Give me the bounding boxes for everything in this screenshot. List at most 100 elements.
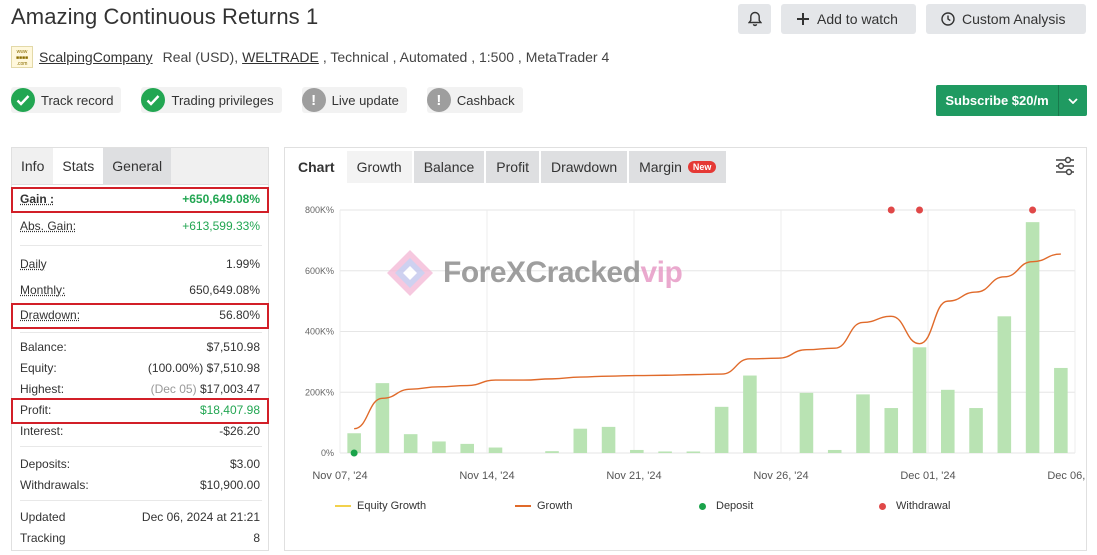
badge-label: Trading privileges bbox=[171, 92, 274, 108]
author-logo: www ■■■■ .com bbox=[11, 46, 33, 68]
stat-label: Balance: bbox=[20, 340, 67, 354]
watermark-logo-icon bbox=[387, 250, 433, 296]
tab-info[interactable]: Info bbox=[21, 158, 45, 174]
badge-live-update[interactable]: ! Live update bbox=[301, 87, 407, 113]
stat-label[interactable]: Gain : bbox=[20, 192, 55, 206]
stat-value: 56.80% bbox=[219, 308, 260, 322]
author-link[interactable]: ScalpingCompany bbox=[39, 49, 153, 65]
bar bbox=[969, 408, 983, 453]
info-panel: Info Stats General Gain : +650,649.08% A… bbox=[11, 147, 269, 551]
legend-equity-growth[interactable]: Equity Growth bbox=[335, 500, 426, 512]
system-details: , Technical , Automated , 1:500 , MetaTr… bbox=[322, 49, 610, 65]
stat-label[interactable]: Drawdown: bbox=[20, 308, 81, 322]
badge-trading-privileges[interactable]: Trading privileges bbox=[141, 87, 282, 113]
bar bbox=[630, 449, 644, 453]
stat-value: Dec 06, 2024 at 21:21 bbox=[141, 510, 260, 524]
chart-tabs: Chart Growth Balance Profit Drawdown Mar… bbox=[285, 148, 728, 184]
check-icon bbox=[141, 88, 166, 112]
tab-profit[interactable]: Profit bbox=[486, 151, 539, 183]
highlight-gain bbox=[11, 187, 269, 213]
chart-panel: Chart Growth Balance Profit Drawdown Mar… bbox=[284, 147, 1087, 551]
bar bbox=[658, 451, 672, 453]
stat-label: Tracking bbox=[20, 531, 66, 545]
custom-analysis-label: Custom Analysis bbox=[962, 11, 1066, 27]
y-tick-label: 200K% bbox=[305, 387, 334, 397]
badge-track-record[interactable]: Track record bbox=[11, 87, 122, 113]
tab-drawdown[interactable]: Drawdown bbox=[540, 151, 628, 183]
stat-monthly: Monthly: 650,649.08% bbox=[12, 280, 268, 300]
account-type: Real (USD), bbox=[162, 49, 239, 65]
tab-growth[interactable]: Growth bbox=[346, 151, 412, 183]
bar bbox=[347, 433, 361, 453]
stat-value: $7,510.98 bbox=[206, 340, 260, 354]
legend-deposit[interactable]: Deposit bbox=[699, 500, 753, 512]
watermark-accent: vip bbox=[640, 256, 683, 289]
legend-growth[interactable]: Growth bbox=[515, 500, 572, 512]
tab-stats[interactable]: Stats bbox=[53, 148, 104, 184]
stat-value: $3.00 bbox=[229, 457, 260, 471]
withdrawal-marker bbox=[916, 206, 924, 214]
stat-interest: Interest: -$26.20 bbox=[12, 421, 268, 441]
stat-label: Deposits: bbox=[20, 457, 71, 471]
broker-link[interactable]: WELTRADE bbox=[242, 49, 319, 65]
stat-daily: Daily 1.99% bbox=[12, 254, 268, 274]
info-tabs: Info Stats General bbox=[12, 148, 268, 185]
watermark-text: ForeXCracked bbox=[443, 256, 641, 289]
stat-abs-gain: Abs. Gain: +613,599.33% bbox=[12, 216, 268, 236]
stat-profit: Profit: $18,407.98 bbox=[12, 400, 268, 420]
sliders-icon[interactable] bbox=[1054, 155, 1076, 177]
badge-cashback[interactable]: ! Cashback bbox=[426, 87, 523, 113]
legend-withdrawal[interactable]: Withdrawal bbox=[879, 500, 950, 512]
legend-swatch bbox=[879, 502, 886, 510]
legend-swatch bbox=[699, 502, 706, 510]
stat-label: Interest: bbox=[20, 424, 64, 438]
stat-withdrawals: Withdrawals: $10,900.00 bbox=[12, 475, 268, 495]
plus-icon bbox=[795, 11, 811, 27]
notify-button[interactable] bbox=[738, 4, 771, 34]
legend-swatch bbox=[335, 505, 351, 507]
stat-drawdown: Drawdown: 56.80% bbox=[12, 305, 268, 325]
stat-tracking: Tracking 8 bbox=[12, 528, 268, 548]
tab-balance[interactable]: Balance bbox=[413, 151, 485, 183]
bar bbox=[488, 447, 503, 453]
stat-value: $18,407.98 bbox=[199, 403, 260, 417]
stat-updated: Updated Dec 06, 2024 at 21:21 bbox=[12, 507, 268, 527]
badge-label: Track record bbox=[41, 92, 114, 108]
add-to-watch-button[interactable]: Add to watch bbox=[781, 4, 916, 34]
system-meta: www ■■■■ .com ScalpingCompany Real (USD), … bbox=[11, 45, 609, 69]
custom-analysis-button[interactable]: Custom Analysis bbox=[926, 4, 1086, 34]
exclamation-icon: ! bbox=[301, 88, 326, 112]
bar bbox=[545, 451, 559, 453]
stat-label: Withdrawals: bbox=[20, 478, 89, 492]
stat-label: Profit: bbox=[20, 403, 52, 417]
stat-value: +650,649.08% bbox=[182, 192, 260, 206]
chevron-down-icon[interactable] bbox=[1059, 97, 1087, 104]
stat-deposits: Deposits: $3.00 bbox=[12, 454, 268, 474]
subscribe-button[interactable]: Subscribe $20/m bbox=[936, 85, 1087, 116]
bar bbox=[941, 389, 955, 453]
legend-label: Withdrawal bbox=[896, 500, 951, 512]
withdrawal-marker bbox=[887, 206, 895, 214]
deposit-marker bbox=[350, 449, 358, 457]
stat-equity: Equity: (100.00%) $7,510.98 bbox=[12, 358, 268, 378]
bar bbox=[743, 375, 757, 453]
stat-label[interactable]: Monthly: bbox=[20, 283, 66, 297]
tab-general[interactable]: General bbox=[103, 148, 172, 184]
stat-value: 8 bbox=[253, 531, 260, 545]
stat-label[interactable]: Abs. Gain: bbox=[20, 219, 77, 233]
bar bbox=[432, 441, 446, 453]
legend-label: Growth bbox=[537, 500, 573, 512]
stat-label[interactable]: Daily bbox=[20, 257, 47, 271]
verification-badges: Track record Trading privileges ! Live u… bbox=[11, 87, 543, 113]
bar bbox=[403, 434, 418, 453]
withdrawal-marker bbox=[1029, 206, 1037, 214]
bar bbox=[799, 392, 814, 453]
stat-label: Updated bbox=[20, 510, 66, 524]
bar bbox=[375, 383, 390, 453]
x-tick-label: Dec 01, '24 bbox=[900, 470, 955, 482]
stat-value: (100.00%) $7,510.98 bbox=[147, 361, 260, 375]
add-to-watch-label: Add to watch bbox=[817, 11, 898, 27]
tab-margin[interactable]: Margin New bbox=[629, 151, 727, 183]
stat-value: $10,900.00 bbox=[199, 478, 260, 492]
bar bbox=[1025, 222, 1040, 453]
